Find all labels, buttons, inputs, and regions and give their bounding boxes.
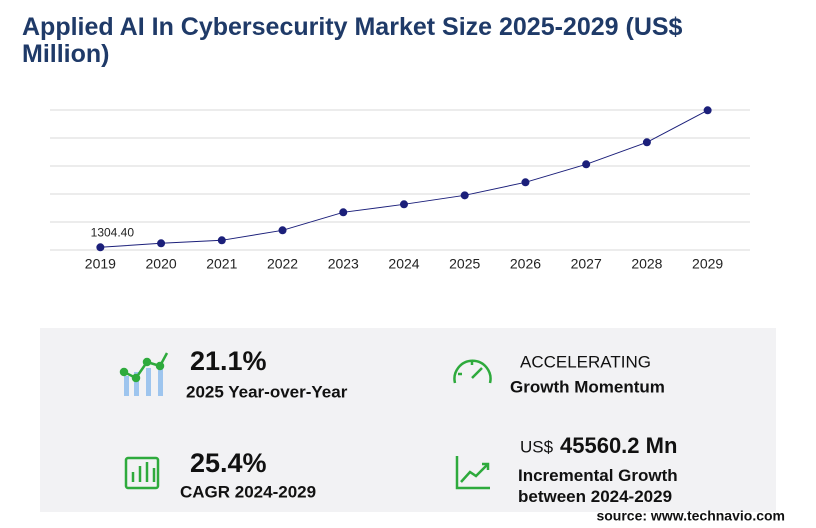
grid bbox=[50, 109, 750, 251]
point bbox=[278, 226, 287, 235]
x-tick-label: 2020 bbox=[146, 256, 177, 272]
stat-value: 25.4% bbox=[190, 448, 267, 478]
point bbox=[217, 236, 226, 245]
icon-growth bbox=[119, 352, 169, 396]
stat-value: 21.1% bbox=[190, 346, 267, 376]
stat-label: CAGR 2024-2029 bbox=[180, 482, 316, 501]
x-tick-label: 2025 bbox=[449, 256, 480, 272]
icon-bars bbox=[124, 456, 160, 490]
x-tick-label: 2028 bbox=[631, 256, 662, 272]
x-tick-label: 2026 bbox=[510, 256, 541, 272]
point bbox=[582, 160, 591, 169]
point bbox=[703, 106, 712, 115]
point bbox=[460, 191, 469, 200]
point bbox=[400, 200, 408, 209]
line bbox=[100, 109, 708, 248]
icon-gauge bbox=[453, 359, 492, 384]
icon-trend bbox=[455, 456, 490, 490]
x-tick-label: 2027 bbox=[571, 256, 602, 272]
x-tick-label: 2021 bbox=[206, 256, 237, 272]
stat-prefix: US$ bbox=[520, 437, 554, 456]
point bbox=[642, 138, 651, 147]
stat-label: Incremental Growth between 2024-2029 bbox=[518, 466, 678, 506]
source: source: www.technavio.com bbox=[596, 508, 785, 524]
stat-label: Growth Momentum bbox=[510, 377, 665, 396]
x-tick-label: 2019 bbox=[85, 256, 116, 272]
point bbox=[96, 243, 105, 252]
chart-title: Applied AI In Cybersecurity Market Size … bbox=[22, 13, 683, 68]
stat-label-box: Incremental Growth between 2024-2029 bbox=[518, 466, 678, 506]
stat-label: 2025 Year-over-Year bbox=[186, 382, 348, 401]
icons bbox=[119, 352, 492, 490]
stat-value: ACCELERATING bbox=[520, 352, 651, 371]
stat-value: 45560.2 Mn bbox=[560, 433, 677, 458]
x-tick-label: 2023 bbox=[328, 256, 359, 272]
value-label: 1304.40 bbox=[91, 225, 135, 239]
x-tick-label: 2024 bbox=[388, 256, 419, 272]
point bbox=[521, 178, 530, 187]
point bbox=[157, 239, 166, 248]
x-tick-label: 2029 bbox=[692, 256, 723, 272]
x-tick-label: 2022 bbox=[267, 256, 298, 272]
point bbox=[339, 208, 348, 217]
